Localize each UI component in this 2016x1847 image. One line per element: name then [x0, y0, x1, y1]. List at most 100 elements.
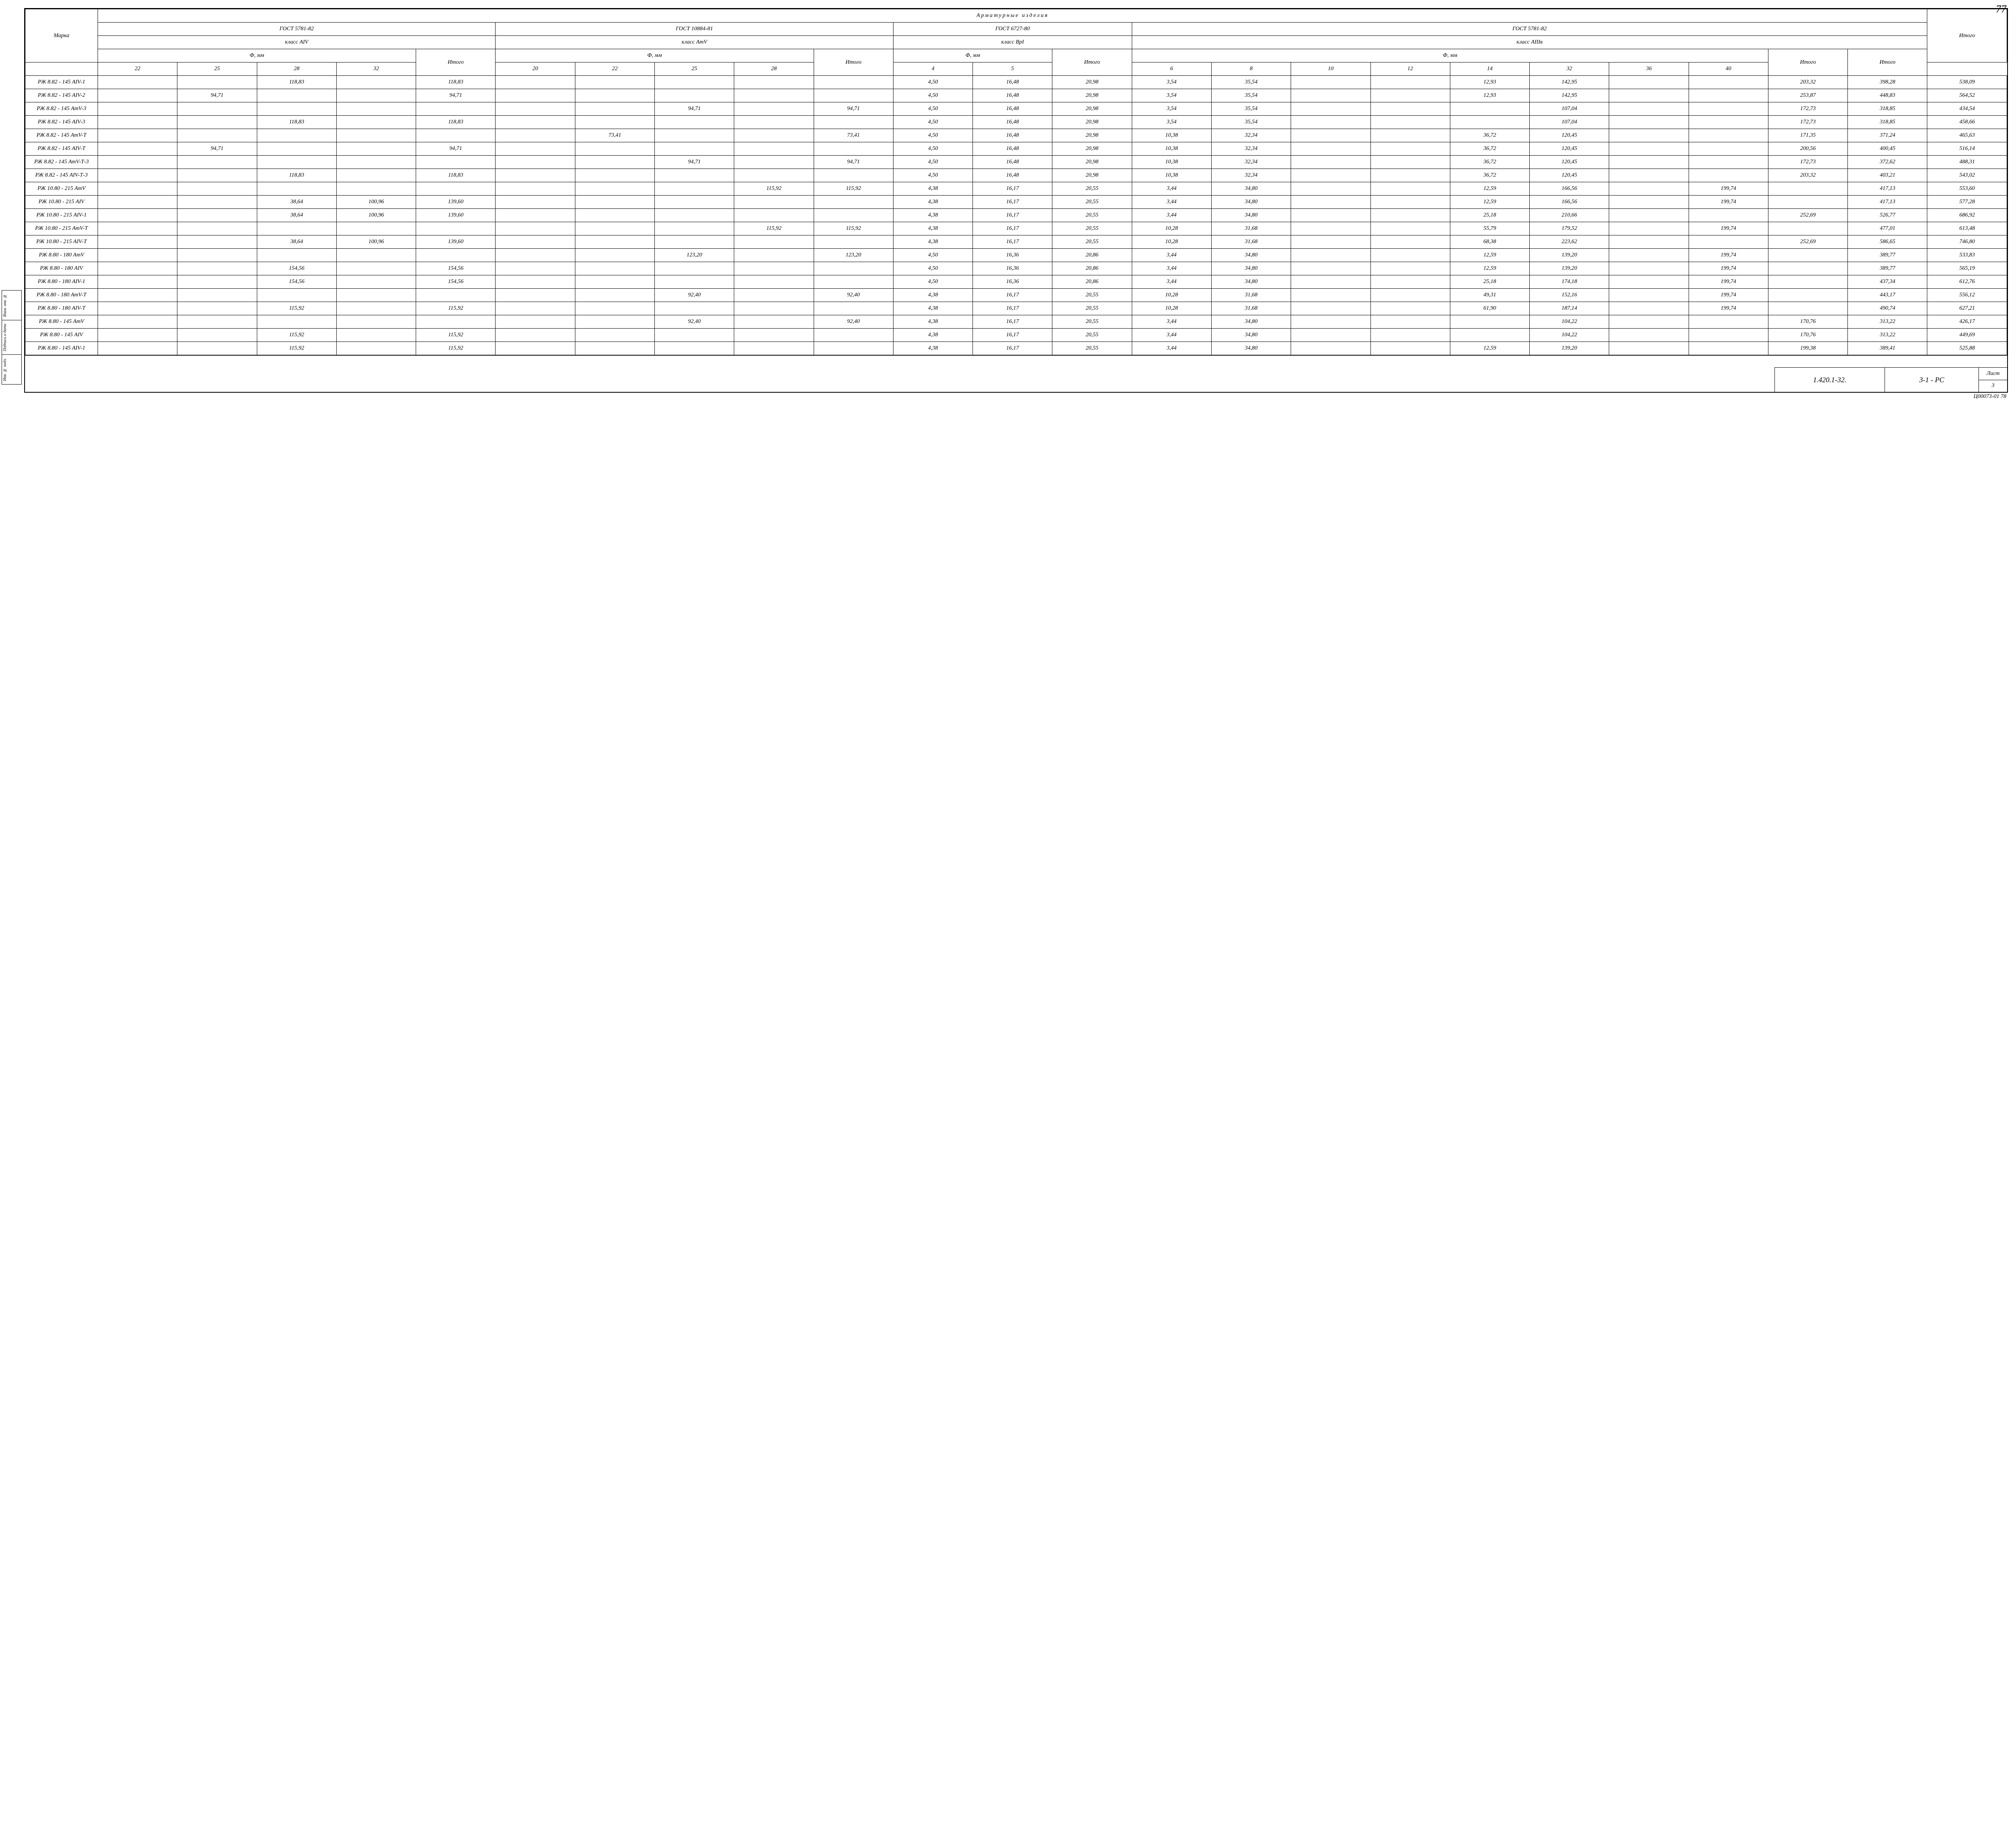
- cell-grand-total: 449,69: [1927, 329, 2007, 342]
- cell-value: 12,59: [1450, 196, 1529, 209]
- cell-marka: РЖ 10.80 - 215 АтV: [25, 182, 98, 196]
- cell-value: 120,45: [1530, 156, 1609, 169]
- table-row: РЖ 10.80 - 215 АIV-138,64100,96139,604,3…: [25, 209, 2007, 222]
- cell-value: 120,45: [1530, 129, 1609, 142]
- cell-value: [1291, 89, 1370, 102]
- cell-value: 199,74: [1689, 302, 1768, 315]
- cell-value: 16,48: [973, 89, 1052, 102]
- cell-value: [1291, 342, 1370, 355]
- cell-grand-total: 577,28: [1927, 196, 2007, 209]
- cell-value: [1370, 302, 1450, 315]
- cell-value: 31,68: [1211, 222, 1291, 235]
- cell-subtotal: 371,24: [1848, 129, 1927, 142]
- cell-value: [496, 275, 575, 289]
- cell-value: [98, 169, 177, 182]
- cell-value: [98, 342, 177, 355]
- title-block: 1.420.1-32. 3-1 - РС Лист 3: [1774, 367, 2007, 392]
- cell-value: [575, 196, 654, 209]
- cell-value: [98, 182, 177, 196]
- cell-value: [496, 222, 575, 235]
- cell-value: [1370, 89, 1450, 102]
- cell-value: [575, 262, 654, 275]
- cell-value: 32,34: [1211, 156, 1291, 169]
- cell-itogo: 20,98: [1052, 169, 1132, 182]
- cell-value: [257, 249, 336, 262]
- cell-marka: РЖ 8.80 - 145 АIV-1: [25, 342, 98, 355]
- col-dia: 25: [177, 62, 257, 76]
- cell-itogo: 94,71: [416, 89, 496, 102]
- cell-value: [177, 342, 257, 355]
- cell-value: 174,18: [1530, 275, 1609, 289]
- cell-value: [654, 235, 734, 249]
- cell-subtotal: 389,41: [1848, 342, 1927, 355]
- cell-grand-total: 613,48: [1927, 222, 2007, 235]
- cell-value: 3,44: [1132, 196, 1211, 209]
- cell-value: [1291, 169, 1370, 182]
- cell-value: [1370, 196, 1450, 209]
- cell-value: 4,50: [893, 89, 973, 102]
- cell-value: [98, 315, 177, 329]
- cell-value: [1689, 76, 1768, 89]
- cell-subtotal: 313,22: [1848, 329, 1927, 342]
- cell-value: [1370, 342, 1450, 355]
- cell-value: [257, 156, 336, 169]
- cell-marka: РЖ 8.82 - 145 АIV-2: [25, 89, 98, 102]
- cell-value: 199,74: [1689, 182, 1768, 196]
- cell-value: [1291, 142, 1370, 156]
- cell-value: 35,54: [1211, 116, 1291, 129]
- cell-value: [1291, 156, 1370, 169]
- cell-itogo: [1768, 249, 1847, 262]
- cell-itogo: 253,87: [1768, 89, 1847, 102]
- cell-itogo: [814, 209, 893, 222]
- cell-value: [496, 329, 575, 342]
- cell-value: 34,80: [1211, 329, 1291, 342]
- cell-value: [734, 275, 814, 289]
- cell-marka: РЖ 8.80 - 180 АтV-Т: [25, 289, 98, 302]
- title-doc: 3-1 - РС: [1885, 368, 1979, 392]
- cell-value: 4,38: [893, 329, 973, 342]
- cell-value: 100,96: [336, 209, 416, 222]
- cell-value: [336, 342, 416, 355]
- header-band-title: Арматурные изделия: [98, 9, 1927, 23]
- cell-value: [336, 275, 416, 289]
- cell-value: [1291, 235, 1370, 249]
- cell-value: 12,93: [1450, 76, 1529, 89]
- cell-value: [496, 142, 575, 156]
- cell-subtotal: 477,01: [1848, 222, 1927, 235]
- cell-grand-total: 525,88: [1927, 342, 2007, 355]
- cell-value: 166,56: [1530, 182, 1609, 196]
- table-row: РЖ 10.80 - 215 АIV-Т38,64100,96139,604,3…: [25, 235, 2007, 249]
- cell-value: 3,44: [1132, 249, 1211, 262]
- cell-itogo: [1768, 182, 1847, 196]
- cell-value: 223,62: [1530, 235, 1609, 249]
- cell-value: [336, 142, 416, 156]
- cell-value: [98, 116, 177, 129]
- cell-marka: РЖ 8.80 - 180 АIV-1: [25, 275, 98, 289]
- cell-marka: РЖ 8.80 - 180 АтV: [25, 249, 98, 262]
- cell-subtotal: 586,65: [1848, 235, 1927, 249]
- cell-value: 10,28: [1132, 302, 1211, 315]
- cell-value: 120,45: [1530, 169, 1609, 182]
- cell-marka: РЖ 8.80 - 145 АтV: [25, 315, 98, 329]
- col-dia: 32: [336, 62, 416, 76]
- cell-value: [1609, 116, 1689, 129]
- cell-value: [575, 289, 654, 302]
- cell-itogo: 154,56: [416, 275, 496, 289]
- cell-value: [654, 329, 734, 342]
- cell-value: [1370, 235, 1450, 249]
- cell-value: [177, 249, 257, 262]
- cell-value: 16,48: [973, 142, 1052, 156]
- cell-itogo: 200,56: [1768, 142, 1847, 156]
- cell-marka: РЖ 8.82 - 145 АтV-Т: [25, 129, 98, 142]
- cell-itogo: 115,92: [416, 302, 496, 315]
- cell-value: 4,38: [893, 209, 973, 222]
- cell-value: [575, 116, 654, 129]
- cell-value: [98, 249, 177, 262]
- cell-itogo: 172,73: [1768, 102, 1847, 116]
- header-marka-blank: [25, 62, 98, 76]
- col-dia: 36: [1609, 62, 1689, 76]
- sheet-column: Лист 3: [1979, 368, 2007, 392]
- cell-itogo: 123,20: [814, 249, 893, 262]
- cell-value: [654, 182, 734, 196]
- cell-grand-total: 627,21: [1927, 302, 2007, 315]
